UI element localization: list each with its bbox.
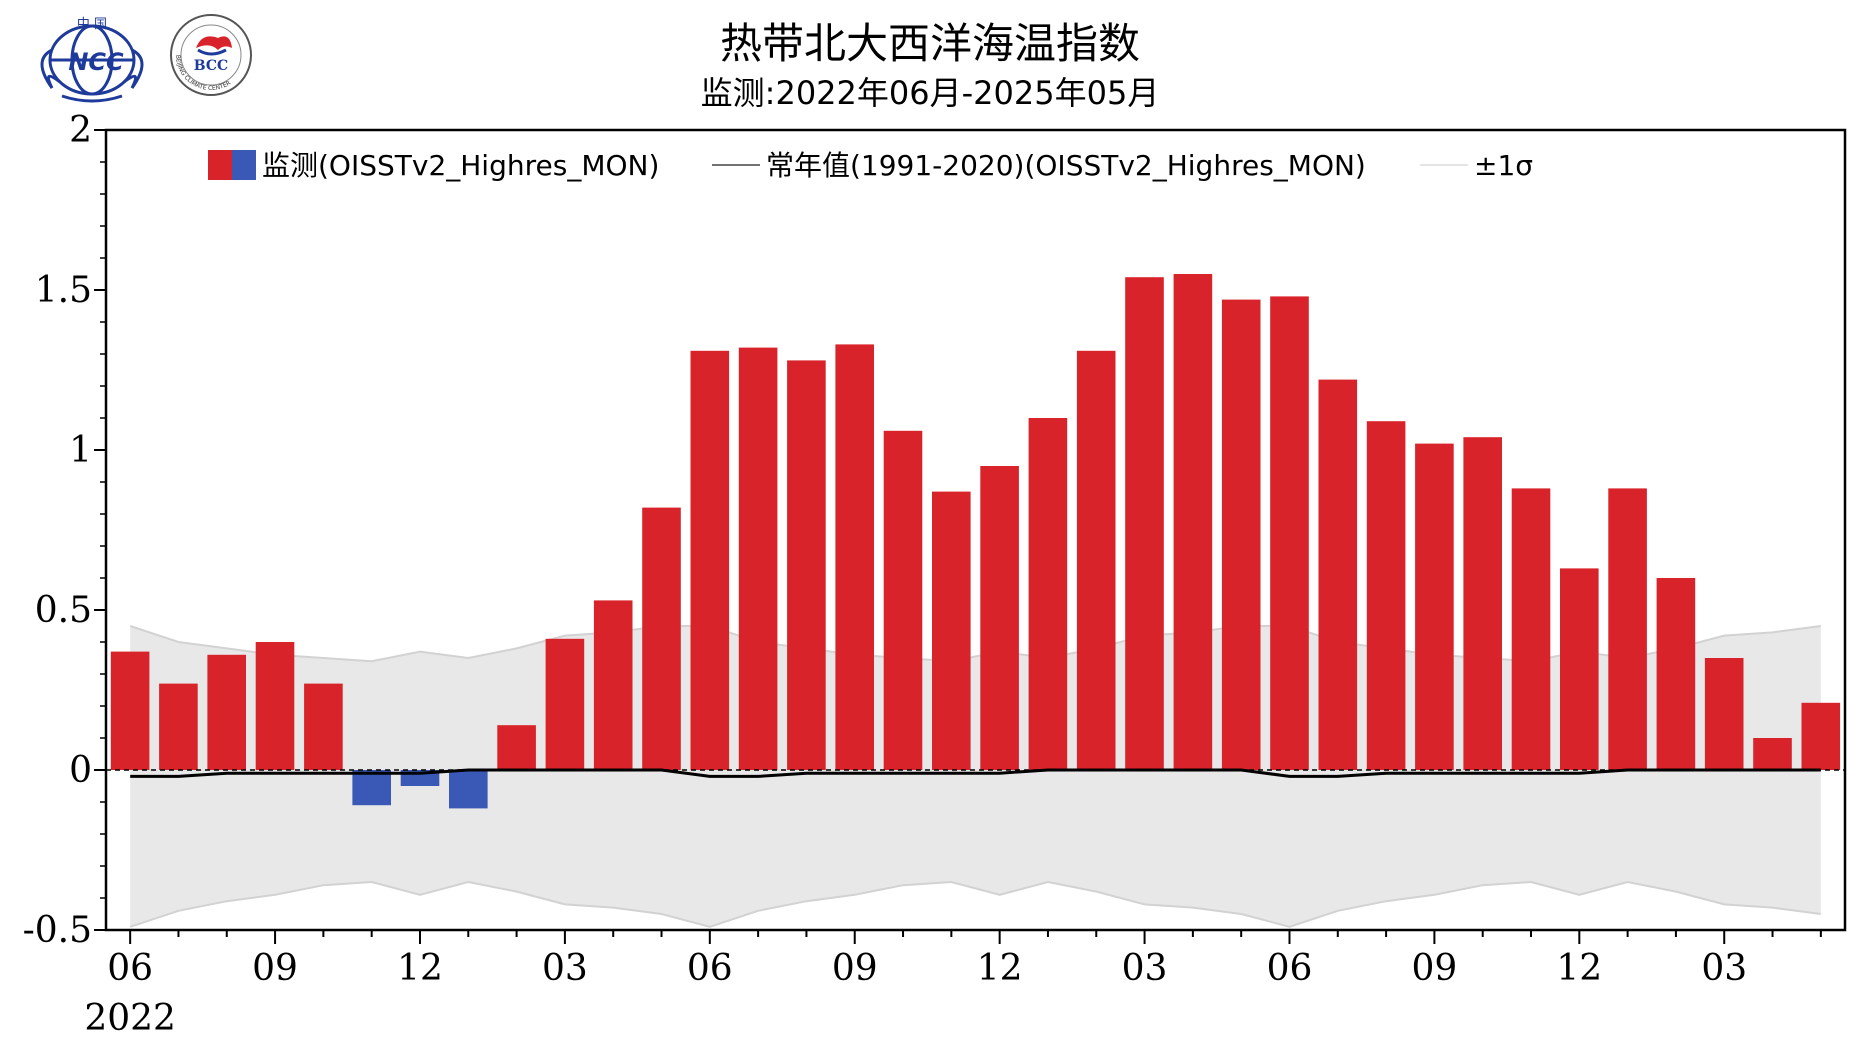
bar-2023-09 — [835, 344, 874, 770]
y-tick-label: 0.5 — [35, 590, 92, 631]
bar-2024-02 — [1076, 350, 1116, 770]
ncc-logo-text: NCC — [68, 48, 124, 76]
bar-2023-02 — [497, 725, 536, 770]
bar-2025-04 — [1753, 738, 1792, 770]
bar-2022-07 — [159, 683, 198, 770]
bar-2023-04 — [593, 600, 633, 770]
bar-2024-08 — [1366, 421, 1406, 770]
y-tick-label: 0 — [69, 750, 92, 791]
ncc-logo: 中 国 NCC — [40, 17, 144, 103]
bar-2022-08 — [207, 654, 246, 770]
bcc-logo-text: BCC — [194, 58, 228, 74]
ncc-logo-small-text: 中 国 — [77, 17, 107, 32]
bar-2023-01 — [449, 770, 488, 809]
x-tick-label: 06 — [1267, 948, 1313, 989]
bar-2025-03 — [1704, 658, 1744, 770]
bar-2022-11 — [352, 770, 391, 806]
bar-2023-07 — [738, 347, 778, 770]
x-tick-label: 03 — [1701, 948, 1747, 989]
bar-2022-06 — [110, 651, 150, 770]
x-tick-label: 06 — [687, 948, 733, 989]
bar-2023-06 — [690, 350, 730, 770]
legend: 监测(OISSTv2_Highres_MON) 常年值(1991-2020)(O… — [208, 149, 1533, 182]
bar-2025-01 — [1608, 488, 1647, 770]
bar-2022-10 — [304, 683, 343, 770]
bar-2023-11 — [932, 491, 971, 770]
bar-2024-10 — [1463, 437, 1502, 770]
y-tick-label: -0.5 — [23, 910, 92, 951]
bar-2023-03 — [545, 638, 585, 770]
x-tick-label: 12 — [1556, 948, 1602, 989]
bar-2024-05 — [1221, 299, 1261, 770]
normal-line-layer — [106, 768, 1845, 778]
bar-2023-05 — [642, 507, 681, 770]
legend-swatch-negative — [232, 150, 256, 180]
bar-2024-07 — [1318, 379, 1358, 770]
x-tick-label: 09 — [1411, 948, 1457, 989]
legend-label-sigma: ±1σ — [1474, 149, 1533, 182]
bar-layer — [110, 274, 1841, 809]
x-tick-label: 09 — [832, 948, 878, 989]
bar-2023-08 — [787, 360, 826, 770]
chart-subtitle: 监测:2022年06月-2025年05月 — [700, 74, 1160, 112]
bar-2023-12 — [980, 466, 1019, 770]
bar-2024-12 — [1560, 568, 1599, 770]
x-tick-label: 03 — [542, 948, 588, 989]
bar-2025-02 — [1656, 578, 1696, 770]
x-tick-label: 03 — [1122, 948, 1168, 989]
y-tick-label: 2 — [69, 110, 92, 151]
x-tick-label: 12 — [397, 948, 443, 989]
bar-2024-01 — [1028, 418, 1068, 770]
bar-2024-04 — [1173, 274, 1213, 770]
plot-frame — [104, 128, 1847, 932]
y-tick-label: 1.5 — [35, 270, 92, 311]
legend-swatch-positive — [208, 150, 232, 180]
legend-label-normal: 常年值(1991-2020)(OISSTv2_Highres_MON) — [766, 149, 1366, 182]
x-year-label: 2022 — [84, 998, 176, 1039]
x-tick-label: 06 — [107, 948, 153, 989]
bar-2023-10 — [883, 430, 923, 770]
sigma-lower-line — [129, 880, 1821, 928]
normal-line — [130, 768, 1821, 778]
bar-2024-03 — [1125, 277, 1164, 770]
legend-label-monitor: 监测(OISSTv2_Highres_MON) — [262, 149, 659, 182]
bar-2025-05 — [1801, 702, 1841, 770]
x-tick-label: 12 — [977, 948, 1023, 989]
bar-2024-09 — [1415, 443, 1454, 770]
bar-2022-09 — [255, 642, 295, 770]
axis-layer: -0.5 0 0.5 1 1.5 2 06 09 12 03 06 09 12 03 06 09 12 03 202… — [23, 110, 1847, 1039]
bar-2024-11 — [1511, 488, 1551, 770]
bar-2024-06 — [1270, 296, 1309, 770]
y-tick-label: 1 — [69, 430, 92, 471]
bcc-logo: BCC BEIJING CLIMATE CENTER — [170, 14, 252, 96]
x-tick-label: 09 — [252, 948, 298, 989]
chart-title: 热带北大西洋海温指数 — [719, 19, 1140, 68]
